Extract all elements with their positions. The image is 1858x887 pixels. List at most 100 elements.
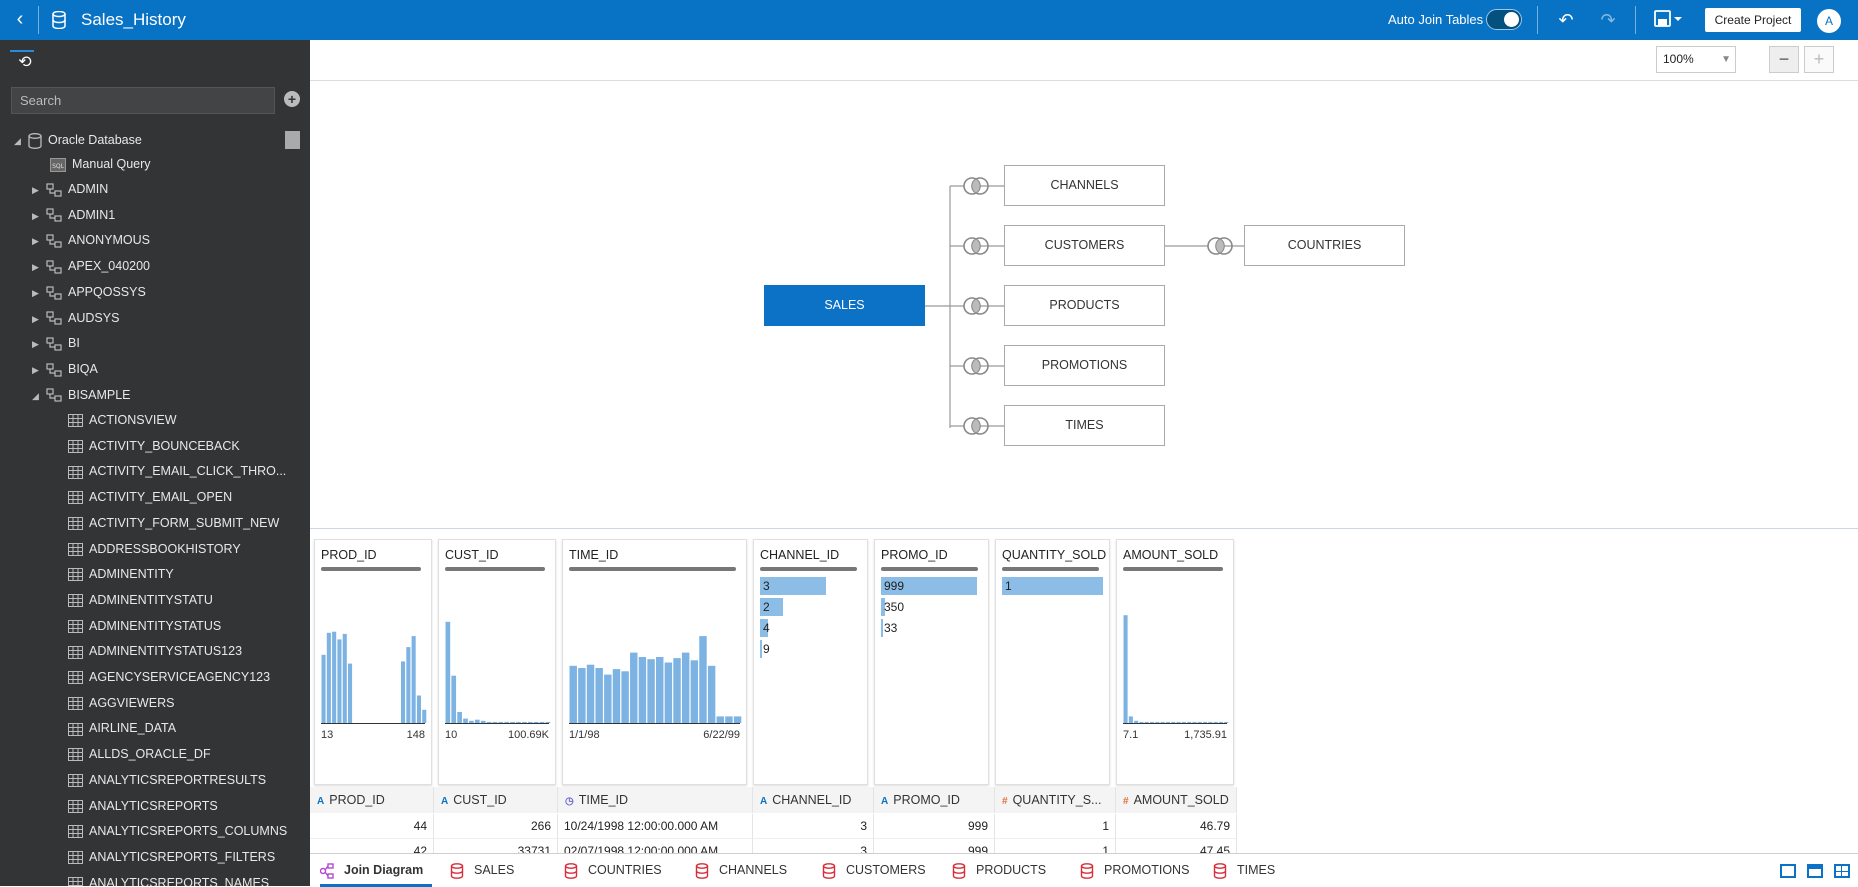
category-row[interactable]: 4 (760, 619, 861, 637)
split-vertical-icon[interactable] (1780, 864, 1796, 878)
tree-schema[interactable]: ▶ AUDSYS (32, 307, 119, 329)
category-row[interactable]: 3 (760, 577, 861, 595)
tree-table[interactable]: ANALYTICSREPORTS_FILTERS (68, 846, 275, 868)
column-header[interactable]: A PROMO_ID (874, 787, 995, 813)
category-row[interactable]: 2 (760, 598, 861, 616)
collapse-panel-icon[interactable]: ⟲ (18, 54, 32, 71)
tab-join-diagram[interactable]: Join Diagram (320, 854, 432, 887)
column-header[interactable]: A CUST_ID (434, 787, 558, 813)
tree-table[interactable]: AGENCYSERVICEAGENCY123 (68, 666, 270, 688)
tree-table[interactable]: ADMINENTITY (68, 563, 174, 585)
node-countries[interactable]: COUNTRIES (1244, 225, 1405, 266)
column-header[interactable]: A CHANNEL_ID (753, 787, 874, 813)
tree-manual-query[interactable]: SQL Manual Query (50, 153, 151, 175)
join-icon[interactable] (961, 416, 991, 436)
column-header[interactable]: A PROD_ID (310, 787, 434, 813)
tree-schema[interactable]: ▶ APEX_040200 (32, 255, 150, 277)
column-profile-card[interactable]: TIME_ID 1/1/98 6/22/99 (562, 539, 747, 785)
tree-table[interactable]: ADMINENTITYSTATUS (68, 615, 221, 637)
redo-icon[interactable]: ↷ (1600, 10, 1616, 30)
tree-table[interactable]: AGGVIEWERS (68, 692, 174, 714)
split-horizontal-icon[interactable] (1807, 864, 1823, 878)
column-profile-card[interactable]: CUST_ID 10 100.69K (438, 539, 556, 785)
user-avatar[interactable]: A (1817, 9, 1841, 33)
add-icon[interactable]: + (284, 91, 300, 107)
join-icon[interactable] (961, 296, 991, 316)
grid-view-icon[interactable] (1834, 864, 1850, 878)
column-header[interactable]: # QUANTITY_S... (995, 787, 1116, 813)
category-row[interactable]: 1 (1002, 577, 1103, 595)
tree-schema[interactable]: ◢ BISAMPLE (32, 384, 131, 406)
tree-table[interactable]: ACTIVITY_EMAIL_CLICK_THRO... (68, 460, 286, 482)
node-channels[interactable]: CHANNELS (1004, 165, 1165, 206)
tab-channels[interactable]: CHANNELS (695, 854, 803, 887)
tree-table[interactable]: ADMINENTITYSTATUS123 (68, 640, 242, 662)
column-header[interactable]: ◷ TIME_ID (558, 787, 753, 813)
auto-join-toggle[interactable] (1486, 9, 1522, 30)
search-input[interactable] (11, 87, 275, 114)
node-sales[interactable]: SALES (764, 285, 925, 326)
create-project-button[interactable]: Create Project (1705, 8, 1801, 32)
join-diagram-canvas[interactable]: 100% ▼ − + SALES CHANNELS CUSTOMERS PRODUCT… (310, 40, 1858, 528)
tab-countries[interactable]: COUNTRIES (564, 854, 674, 887)
zoom-in-button[interactable]: + (1804, 46, 1834, 73)
table-cell[interactable]: 10/24/1998 12:00:00.000 AM (558, 814, 753, 839)
tree-schema[interactable]: ▶ ADMIN1 (32, 204, 115, 226)
save-icon[interactable] (1652, 10, 1686, 30)
tree-table[interactable]: ADMINENTITYSTATU (68, 589, 213, 611)
node-products[interactable]: PRODUCTS (1004, 285, 1165, 326)
tree-root[interactable]: ◢ Oracle Database (14, 129, 142, 151)
collapsed-arrow-icon[interactable]: ▶ (32, 236, 39, 247)
node-promotions[interactable]: PROMOTIONS (1004, 345, 1165, 386)
join-icon[interactable] (961, 356, 991, 376)
tree-schema[interactable]: ▶ ADMIN (32, 178, 108, 200)
tab-customers[interactable]: CUSTOMERS (822, 854, 934, 887)
tree-table[interactable]: ACTIVITY_EMAIL_OPEN (68, 486, 232, 508)
node-times[interactable]: TIMES (1004, 405, 1165, 446)
tree-table[interactable]: ANALYTICSREPORTS (68, 795, 218, 817)
table-cell[interactable]: 46.79 (1116, 814, 1237, 839)
tree-table[interactable]: ADDRESSBOOKHISTORY (68, 538, 241, 560)
collapsed-arrow-icon[interactable]: ▶ (32, 262, 39, 273)
tab-times[interactable]: TIMES (1213, 854, 1308, 887)
category-row[interactable]: 999 (881, 577, 982, 595)
table-cell[interactable]: 44 (310, 814, 434, 839)
tree-schema[interactable]: ▶ ANONYMOUS (32, 229, 150, 251)
collapsed-arrow-icon[interactable]: ▶ (32, 313, 39, 324)
expanded-arrow-icon[interactable]: ◢ (32, 390, 39, 401)
tree-table[interactable]: ANALYTICSREPORTS_COLUMNS (68, 820, 287, 842)
tab-products[interactable]: PRODUCTS (952, 854, 1062, 887)
tree-table[interactable]: ANALYTICSREPORTRESULTS (68, 769, 266, 791)
tree-table[interactable]: AIRLINE_DATA (68, 717, 176, 739)
collapsed-arrow-icon[interactable]: ▶ (32, 185, 39, 195)
join-icon[interactable] (961, 236, 991, 256)
tree-table[interactable]: ANALYTICSREPORTS_NAMES (68, 872, 269, 886)
table-cell[interactable]: 3 (753, 814, 874, 839)
tree-table[interactable]: ALLDS_ORACLE_DF (68, 743, 211, 765)
join-icon[interactable] (1205, 236, 1235, 256)
category-row[interactable]: 9 (760, 640, 861, 658)
tree-schema[interactable]: ▶ BIQA (32, 358, 98, 380)
undo-icon[interactable]: ↶ (1558, 10, 1574, 30)
join-icon[interactable] (961, 176, 991, 196)
column-header[interactable]: # AMOUNT_SOLD (1116, 787, 1237, 813)
zoom-out-button[interactable]: − (1769, 46, 1799, 73)
table-cell[interactable]: 266 (434, 814, 558, 839)
column-profile-card[interactable]: QUANTITY_SOLD 1 (995, 539, 1110, 785)
expanded-arrow-icon[interactable]: ◢ (14, 136, 21, 146)
category-row[interactable]: 33 (881, 619, 982, 637)
collapsed-arrow-icon[interactable]: ▶ (32, 339, 39, 350)
column-profile-card[interactable]: AMOUNT_SOLD 7.1 1,735.91 (1116, 539, 1234, 785)
tab-sales[interactable]: SALES (450, 854, 550, 887)
column-profile-card[interactable]: CHANNEL_ID 3 2 4 9 (753, 539, 868, 785)
tree-table[interactable]: ACTIONSVIEW (68, 409, 177, 431)
back-icon[interactable]: ‹ (16, 8, 24, 30)
collapsed-arrow-icon[interactable]: ▶ (32, 210, 39, 221)
column-profile-card[interactable]: PROMO_ID 999 350 33 (874, 539, 989, 785)
table-cell[interactable]: 999 (874, 814, 995, 839)
node-customers[interactable]: CUSTOMERS (1004, 225, 1165, 266)
collapsed-arrow-icon[interactable]: ▶ (32, 287, 39, 298)
collapsed-arrow-icon[interactable]: ▶ (32, 364, 39, 375)
column-profile-card[interactable]: PROD_ID 13 148 (314, 539, 432, 785)
table-cell[interactable]: 1 (995, 814, 1116, 839)
